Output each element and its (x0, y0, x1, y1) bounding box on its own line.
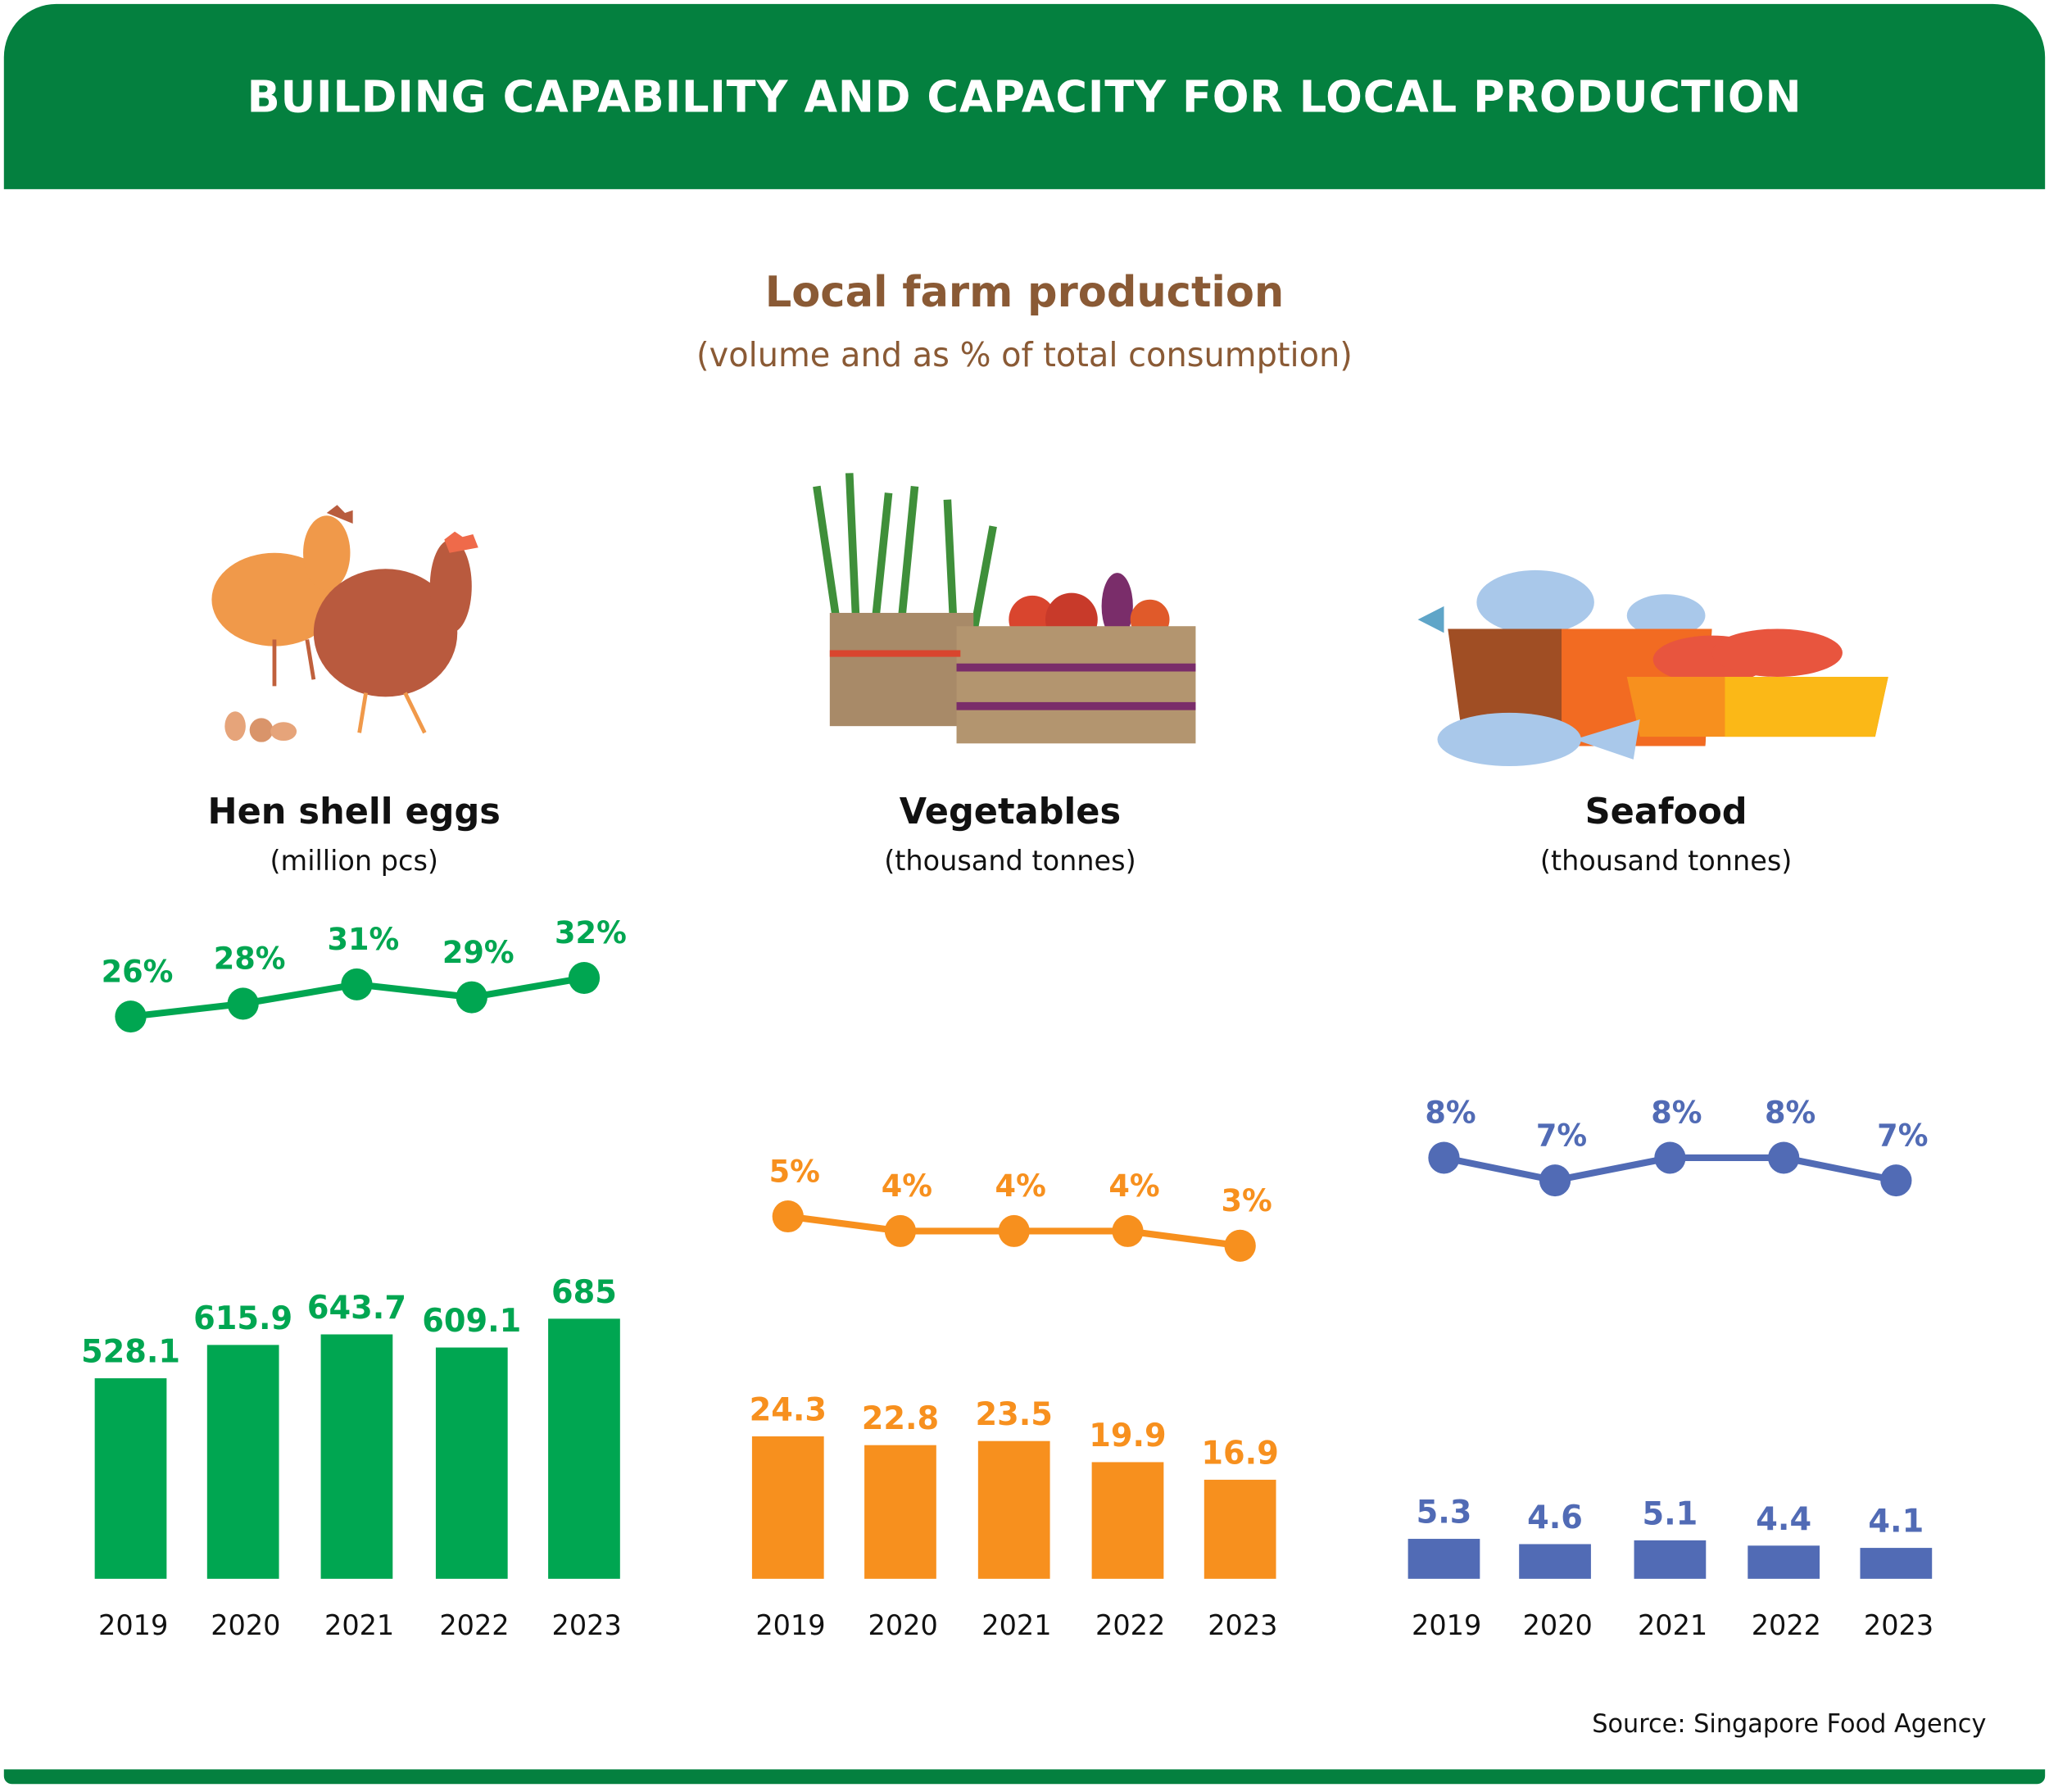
seafood-bar (1860, 1548, 1933, 1579)
seafood-basket-icon (1417, 569, 1888, 766)
seafood-bar (1519, 1544, 1591, 1579)
hen-shell-eggs-share-label: 32% (555, 915, 627, 950)
source-note: Source: Singapore Food Agency (1592, 1709, 1987, 1739)
footer-bar (3, 1769, 2046, 1785)
hen-shell-eggs-share-point (341, 968, 373, 1000)
seafood-bar-value: 4.4 (1756, 1500, 1811, 1537)
category-unit-eggs: (million pcs) (270, 844, 438, 877)
vegetables-share-point (1112, 1214, 1144, 1247)
hen-shell-eggs-year-label: 2022 (439, 1609, 509, 1641)
seafood-share-label: 7% (1877, 1118, 1928, 1153)
vegetables-share-point (998, 1214, 1030, 1247)
vegetables-share-label: 3% (1221, 1183, 1272, 1218)
vegetables-bar-value: 22.8 (862, 1400, 939, 1437)
seafood-year-label: 2023 (1864, 1609, 1933, 1641)
vegetable-crate-icon (813, 473, 1196, 744)
hen-shell-eggs-year-label: 2021 (324, 1609, 394, 1641)
vegetables-bar (751, 1436, 824, 1579)
vegetables-share-point (884, 1214, 917, 1247)
seafood-share-label: 8% (1651, 1095, 1702, 1130)
vegetables-bar-value: 16.9 (1201, 1435, 1278, 1472)
hen-shell-eggs-share-label: 28% (214, 941, 286, 976)
header-title: BUILDING CAPABILITY AND CAPACITY FOR LOC… (247, 70, 1802, 123)
hen-shell-eggs-bar-value: 528.1 (81, 1333, 180, 1370)
hen-shell-eggs-share-point (115, 1000, 147, 1033)
vegetables-share-label: 4% (882, 1168, 932, 1204)
hen-shell-eggs-bar (94, 1378, 167, 1579)
category-unit-seafood: (thousand tonnes) (1539, 844, 1793, 877)
vegetables-share-label: 4% (1108, 1168, 1159, 1204)
main-title: Local farm production (764, 266, 1285, 317)
vegetables-bar (977, 1440, 1050, 1579)
hen-shell-eggs-year-label: 2023 (552, 1609, 622, 1641)
hen-shell-eggs-share-label: 31% (328, 922, 400, 957)
hen-shell-eggs-bar-value: 609.1 (422, 1303, 521, 1340)
vegetables-share-point (1224, 1229, 1256, 1262)
hen-shell-eggs-share-label: 26% (102, 954, 174, 989)
seafood-year-label: 2021 (1638, 1609, 1707, 1641)
vegetables-share-label: 4% (995, 1168, 1046, 1204)
seafood-bar-value: 4.6 (1527, 1499, 1583, 1536)
hen-shell-eggs-share-label: 29% (442, 934, 515, 969)
seafood-share-label: 8% (1425, 1095, 1476, 1130)
vegetables-share-label: 5% (769, 1154, 820, 1189)
hen-shell-eggs-bar-value: 643.7 (307, 1290, 406, 1327)
category-title-seafood: Seafood (1584, 791, 1748, 833)
seafood-share-point (1654, 1141, 1686, 1174)
hen-shell-eggs-bar (435, 1347, 508, 1579)
vegetables-year-label: 2022 (1095, 1609, 1165, 1641)
seafood-share-point (1539, 1164, 1571, 1197)
hen-shell-eggs-year-label: 2020 (211, 1609, 280, 1641)
vegetables-bar-value: 23.5 (976, 1396, 1053, 1433)
seafood-share-point (1428, 1141, 1460, 1174)
vegetables-bar (1204, 1479, 1276, 1579)
hen-shell-eggs-bar (320, 1334, 393, 1579)
hen-shell-eggs-share-point (456, 981, 487, 1014)
vegetables-year-label: 2019 (755, 1609, 825, 1641)
category-title-eggs: Hen shell eggs (207, 791, 501, 833)
seafood-bar (1634, 1540, 1707, 1579)
vegetables-bar-value: 19.9 (1089, 1418, 1166, 1454)
vegetables-year-label: 2020 (868, 1609, 938, 1641)
hen-shell-eggs-share-point (227, 987, 259, 1020)
chicken-icon (211, 505, 478, 742)
hen-shell-eggs-year-label: 2019 (98, 1609, 168, 1641)
vegetables-share-point (772, 1200, 804, 1233)
hen-shell-eggs-bar-value: 615.9 (193, 1300, 292, 1337)
hen-shell-eggs-share-point (568, 962, 601, 995)
hen-shell-eggs-bar (206, 1345, 279, 1579)
seafood-share-point (1880, 1164, 1912, 1197)
seafood-bar (1748, 1545, 1820, 1579)
seafood-bar-value: 5.3 (1417, 1494, 1472, 1531)
vegetables-bar-value: 24.3 (750, 1391, 827, 1428)
seafood-year-label: 2020 (1523, 1609, 1593, 1641)
vegetables-bar (864, 1445, 936, 1579)
category-title-vegetables: Vegetables (899, 791, 1122, 833)
seafood-year-label: 2019 (1412, 1609, 1481, 1641)
hen-shell-eggs-bar (548, 1318, 620, 1579)
seafood-bar (1408, 1539, 1480, 1579)
seafood-share-label: 7% (1536, 1118, 1587, 1153)
seafood-bar-value: 5.1 (1643, 1495, 1698, 1532)
main-subtitle: (volume and as % of total consumption) (696, 335, 1353, 374)
vegetables-bar (1091, 1462, 1164, 1579)
seafood-bar-value: 4.1 (1868, 1503, 1924, 1540)
hen-shell-eggs-bar-value: 685 (551, 1274, 617, 1311)
vegetables-year-label: 2021 (981, 1609, 1051, 1641)
category-unit-vegetables: (thousand tonnes) (884, 844, 1136, 877)
header-banner: BUILDING CAPABILITY AND CAPACITY FOR LOC… (3, 3, 2046, 189)
seafood-share-label: 8% (1765, 1095, 1816, 1130)
vegetables-year-label: 2023 (1208, 1609, 1277, 1641)
seafood-year-label: 2022 (1752, 1609, 1821, 1641)
seafood-share-point (1768, 1141, 1800, 1174)
